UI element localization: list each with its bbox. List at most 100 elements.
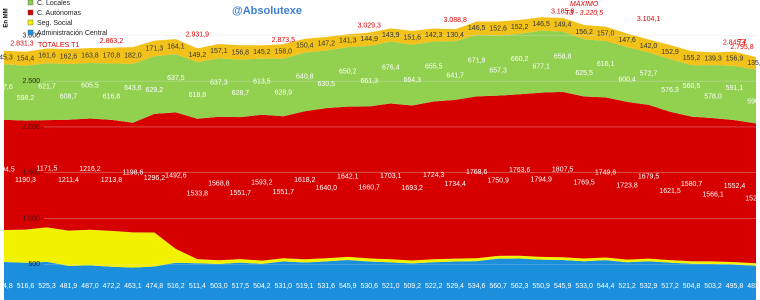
data-label: 1533,8	[187, 191, 209, 198]
data-label: 149,2	[189, 52, 207, 59]
data-label: 529,4	[446, 283, 464, 290]
data-label: 487,0	[81, 283, 99, 290]
total-label: 3.088,8	[444, 17, 467, 24]
data-label: 474,8	[146, 283, 164, 290]
data-label: 146,5	[468, 25, 486, 32]
annotation: T3 - 3.220,5	[565, 10, 603, 17]
data-label: 156,2	[575, 29, 593, 36]
data-label: 503,0	[210, 283, 228, 290]
total-label: 2.845,7	[723, 39, 746, 46]
data-label: 657,3	[489, 67, 507, 74]
data-label: 158,0	[275, 48, 293, 55]
data-label: 530,6	[360, 283, 378, 290]
data-label: 145,2	[253, 49, 271, 56]
data-label: 607,6	[0, 84, 13, 91]
data-label: 503,2	[704, 283, 722, 290]
data-label: 143,9	[382, 32, 400, 39]
data-label: 628,9	[275, 89, 293, 96]
y-tick-label: 3.000	[22, 32, 40, 39]
total-label: 2.795,8	[730, 44, 753, 51]
data-label: 504,2	[253, 283, 271, 290]
data-label: 1552,4	[724, 183, 746, 190]
data-label: 142,3	[425, 32, 443, 39]
data-label: 591,1	[726, 85, 744, 92]
data-label: 147,2	[318, 41, 336, 48]
data-label: 531,6	[318, 283, 336, 290]
data-label: 629,2	[146, 87, 164, 94]
data-label: 660,2	[511, 56, 529, 63]
data-label: 150,4	[296, 43, 314, 50]
data-label: 495,8	[726, 283, 744, 290]
total-label: 3.104,1	[637, 16, 660, 23]
data-label: 600,4	[618, 76, 636, 83]
data-label: 1198,6	[122, 169, 143, 176]
data-label: 135,9	[747, 60, 760, 67]
legend-swatch	[27, 29, 34, 36]
data-label: 613,5	[253, 79, 271, 86]
data-label: 1568,8	[208, 180, 230, 187]
data-label: 1551,7	[273, 189, 295, 196]
data-label: 1794,9	[530, 177, 552, 184]
data-label: 139,3	[704, 56, 722, 63]
data-label: 671,9	[468, 57, 486, 64]
data-label: 608,7	[60, 94, 78, 101]
data-label: 531,0	[275, 283, 293, 290]
data-label: 141,3	[339, 38, 357, 45]
data-label: 1693,2	[402, 185, 424, 192]
data-label: 1204,5	[0, 167, 15, 174]
data-label: 545,9	[554, 283, 572, 290]
data-label: 643,6	[124, 85, 142, 92]
data-label: 1492,6	[165, 173, 187, 180]
legend-swatch	[27, 0, 34, 6]
data-label: 524,8	[0, 283, 13, 290]
data-label: 521,2	[618, 283, 636, 290]
totals-title: TOTALES T1	[38, 42, 79, 49]
data-label: 516,2	[167, 283, 185, 290]
data-label: 1213,8	[101, 177, 123, 184]
y-tick-label: 2.500	[22, 78, 40, 85]
data-label: 516,6	[17, 283, 35, 290]
legend-label: C. Locales	[37, 0, 71, 7]
data-label: 560,5	[683, 83, 701, 90]
data-label: 605,5	[81, 83, 99, 90]
annotation: T4	[738, 39, 746, 46]
data-label: 628,7	[232, 90, 250, 97]
y-tick-label: 1.000	[22, 215, 40, 222]
data-label: 1642,1	[337, 174, 359, 181]
data-label: 533,0	[575, 283, 593, 290]
data-label: 157,0	[597, 31, 615, 38]
data-label: 641,7	[446, 72, 464, 79]
data-label: 152,6	[489, 25, 507, 32]
data-label: 130,4	[446, 32, 464, 39]
data-label: 522,2	[425, 283, 443, 290]
data-label: 1593,2	[251, 180, 273, 187]
data-label: 1768,6	[466, 169, 488, 176]
data-label: 650,2	[339, 69, 357, 76]
data-label: 161,6	[38, 53, 56, 60]
total-label: 3.029,3	[358, 23, 381, 30]
data-label: 152,9	[661, 49, 679, 56]
data-label: 1749,6	[595, 169, 617, 176]
data-label: 156,9	[726, 56, 744, 63]
data-label: 550,9	[532, 283, 550, 290]
data-label: 151,6	[403, 35, 421, 42]
data-label: 154,4	[17, 56, 35, 63]
data-label: 655,5	[425, 63, 443, 70]
data-label: 517,2	[661, 283, 679, 290]
data-label: 481,9	[60, 283, 78, 290]
data-label: 1660,7	[359, 184, 381, 191]
legend-label: C. Autónomas	[37, 10, 81, 17]
data-label: 677,1	[532, 63, 550, 70]
data-label: 1566,1	[702, 192, 724, 199]
data-label: 147,6	[618, 37, 636, 44]
data-label: 1216,2	[79, 166, 101, 173]
data-label: 146,5	[532, 21, 550, 28]
legend-label: Seg. Social	[37, 20, 73, 27]
data-label: 472,2	[103, 283, 121, 290]
data-label: 149,4	[554, 22, 572, 29]
total-label: 3.185,8	[551, 8, 574, 15]
data-label: 1679,5	[638, 174, 660, 181]
area	[4, 30, 756, 124]
area	[4, 91, 756, 264]
data-label: 1703,1	[380, 173, 402, 180]
